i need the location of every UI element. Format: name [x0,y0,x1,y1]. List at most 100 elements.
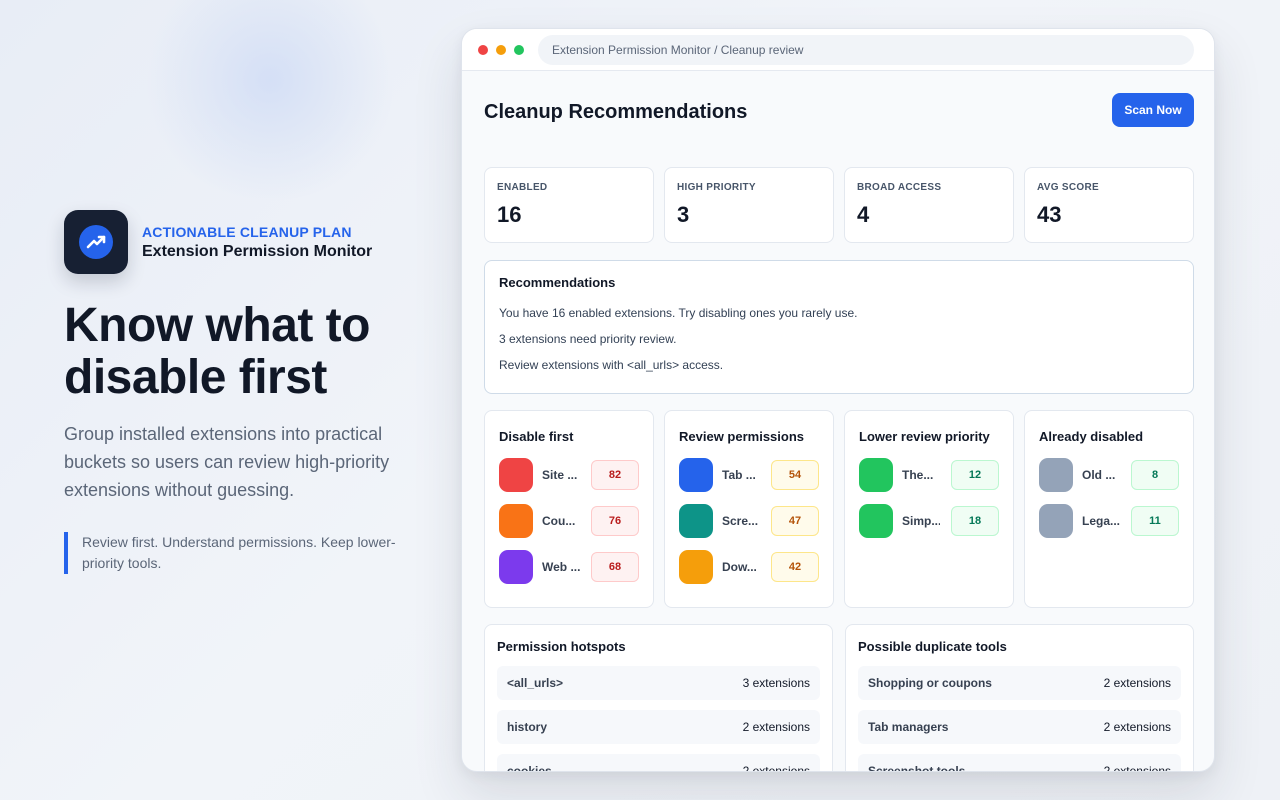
extension-icon [859,504,893,538]
stat-value: 4 [857,202,870,227]
duplicate-name: Shopping or coupons [868,676,992,690]
stat-value: 43 [1037,202,1062,227]
permission-hotspots-panel: Permission hotspots <all_urls> 3 extensi… [484,624,833,772]
bucket-title: Disable first [499,429,574,444]
recommendation-line: Review extensions with <all_urls> access… [499,358,724,372]
extension-name: The... [902,468,934,482]
extension-item[interactable]: The... 12 [859,452,999,498]
hotspot-count: 2 extensions [742,764,810,772]
address-bar[interactable]: Extension Permission Monitor / Cleanup r… [538,34,1194,65]
recommendation-line: 3 extensions need priority review. [499,332,677,346]
extension-name: Dow... [722,560,757,574]
bucket-title: Lower review priority [859,429,990,444]
hero-subtitle: Group installed extensions into practica… [64,424,390,500]
extension-item[interactable]: Dow... 42 [679,544,819,590]
duplicate-tools-panel: Possible duplicate tools Shopping or cou… [845,624,1194,772]
extension-icon [679,550,713,584]
stats-row: ENABLED 16 HIGH PRIORITY 3 BROAD ACCESS … [484,167,1194,243]
score-badge: 76 [591,506,639,536]
extension-item[interactable]: Lega... 11 [1039,498,1179,544]
maximize-window-dot[interactable] [514,44,524,55]
stat-label: HIGH PRIORITY [677,182,756,193]
extension-icon [859,458,893,492]
stat-label: BROAD ACCESS [857,182,942,193]
score-badge: 54 [771,460,819,490]
background-glow [140,0,400,200]
extension-name: Simp... [902,514,940,528]
duplicate-name: Tab managers [868,720,949,734]
extension-icon [499,458,533,492]
score-badge: 8 [1131,460,1179,490]
extension-name: Scre... [722,514,759,528]
score-badge: 11 [1131,506,1179,536]
app-logo [64,210,128,274]
stat-value: 16 [497,202,522,227]
score-badge: 18 [951,506,999,536]
score-badge: 82 [591,460,639,490]
extension-item[interactable]: Tab ... 54 [679,452,819,498]
hero-title: Know what to disable first [64,299,370,404]
duplicate-count: 2 extensions [1103,764,1171,772]
stat-card-enabled: ENABLED 16 [484,167,654,243]
stat-label: AVG SCORE [1037,182,1099,193]
buckets-row: Disable first Site ... 82 Cou... 76 W [484,410,1194,608]
bottom-panels: Permission hotspots <all_urls> 3 extensi… [484,624,1194,772]
hotspot-row[interactable]: <all_urls> 3 extensions [497,666,820,700]
bucket-disable-first: Disable first Site ... 82 Cou... 76 W [484,410,654,608]
stat-value: 3 [677,202,690,227]
trend-chart-icon [79,225,113,259]
extension-name: Tab ... [722,468,756,482]
hotspot-name: cookies [507,764,552,772]
score-badge: 42 [771,552,819,582]
extension-item[interactable]: Site ... 82 [499,452,639,498]
recommendation-line: You have 16 enabled extensions. Try disa… [499,306,858,320]
page-content: Cleanup Recommendations Scan Now ENABLED… [484,71,1194,772]
hotspot-row[interactable]: history 2 extensions [497,710,820,744]
stat-card-avg-score: AVG SCORE 43 [1024,167,1194,243]
brand-block: ACTIONABLE CLEANUP PLAN Extension Permis… [64,210,372,274]
duplicate-count: 2 extensions [1103,720,1171,734]
hotspot-name: <all_urls> [507,676,564,690]
recommendations-title: Recommendations [499,275,616,290]
extension-name: Cou... [542,514,576,528]
extension-item[interactable]: Simp... 18 [859,498,999,544]
recommendations-card: Recommendations You have 16 enabled exte… [484,260,1194,394]
score-badge: 68 [591,552,639,582]
panel-title: Permission hotspots [497,639,626,654]
extension-item[interactable]: Old ... 8 [1039,452,1179,498]
duplicate-row[interactable]: Shopping or coupons 2 extensions [858,666,1181,700]
bucket-lower-review-priority: Lower review priority The... 12 Simp... … [844,410,1014,608]
extension-name: Old ... [1082,468,1116,482]
stat-label: ENABLED [497,182,548,193]
score-badge: 12 [951,460,999,490]
duplicate-row[interactable]: Screenshot tools 2 extensions [858,754,1181,772]
hotspot-row[interactable]: cookies 2 extensions [497,754,820,772]
duplicate-name: Screenshot tools [868,764,966,772]
panel-title: Possible duplicate tools [858,639,1007,654]
browser-window: Extension Permission Monitor / Cleanup r… [461,28,1215,772]
extension-icon [1039,458,1073,492]
extension-item[interactable]: Cou... 76 [499,498,639,544]
stat-card-broad-access: BROAD ACCESS 4 [844,167,1014,243]
extension-name: Lega... [1082,514,1120,528]
extension-icon [679,504,713,538]
hero-quote: Review first. Understand permissions. Ke… [64,532,404,574]
bucket-title: Review permissions [679,429,804,444]
bucket-review-permissions: Review permissions Tab ... 54 Scre... 47 [664,410,834,608]
page-title: Cleanup Recommendations [484,101,748,123]
extension-icon [679,458,713,492]
scan-now-button[interactable]: Scan Now [1112,93,1194,127]
extension-item[interactable]: Web ... 68 [499,544,639,590]
duplicate-row[interactable]: Tab managers 2 extensions [858,710,1181,744]
stat-card-high-priority: HIGH PRIORITY 3 [664,167,834,243]
minimize-window-dot[interactable] [496,44,506,55]
brand-kicker: ACTIONABLE CLEANUP PLAN [142,223,352,240]
extension-icon [499,550,533,584]
extension-name: Web ... [542,560,580,574]
hotspot-count: 3 extensions [742,676,810,690]
extension-icon [499,504,533,538]
close-window-dot[interactable] [478,44,488,55]
extension-item[interactable]: Scre... 47 [679,498,819,544]
extension-icon [1039,504,1073,538]
bucket-already-disabled: Already disabled Old ... 8 Lega... 11 [1024,410,1194,608]
